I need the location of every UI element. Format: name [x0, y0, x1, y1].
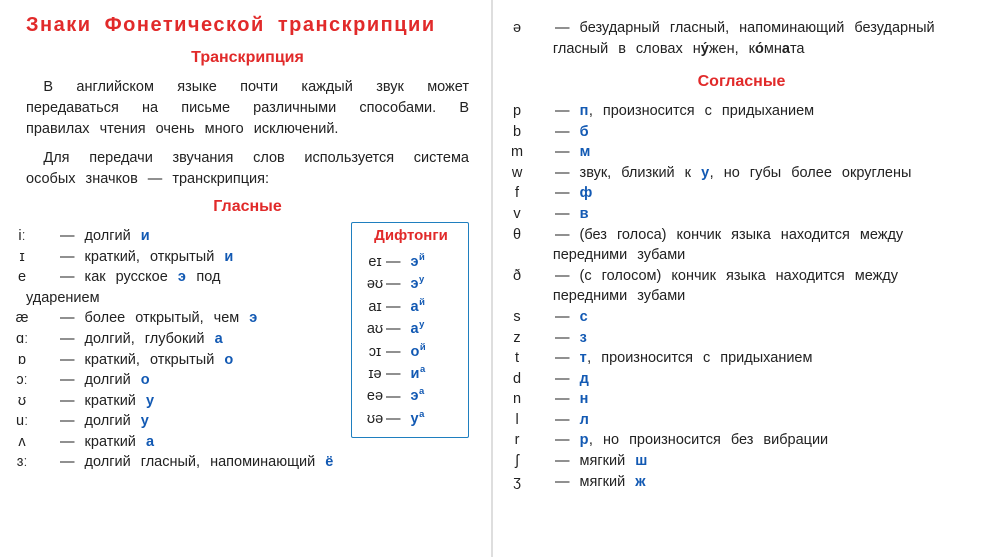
- consonant-row: s — с: [521, 307, 962, 328]
- vowel-row: iː — долгий и: [26, 226, 339, 247]
- consonant-row: l — л: [521, 410, 962, 431]
- consonant-row: n — н: [521, 389, 962, 410]
- vowel-row: ʌ — краткий а: [26, 432, 339, 453]
- vowel-row: ɒ — краткий, открытый о: [26, 350, 339, 371]
- vowel-row: ɜː — долгий гласный, напоминающий ё: [26, 452, 339, 473]
- diphthong-box: Дифтонги eɪ— эйəʊ— эуaɪ— айaʊ— ауɔɪ— ойɪ…: [351, 222, 469, 438]
- consonant-row: ʒ — мягкий ж: [521, 472, 962, 493]
- diphthong-row: aʊ— ау: [364, 317, 458, 339]
- vowel-row: uː — долгий у: [26, 411, 339, 432]
- consonant-row: ð — (с голосом) кончик языка находится м…: [521, 266, 962, 307]
- diphthong-row: eə— эа: [364, 385, 458, 407]
- section-vowels: Гласные: [26, 198, 469, 216]
- diphthong-list: eɪ— эйəʊ— эуaɪ— айaʊ— ауɔɪ— ойɪə— иаeə— …: [364, 250, 458, 429]
- vowel-row: ʊ — краткий у: [26, 391, 339, 412]
- vowel-block: iː — долгий иɪ — краткий, открытый иe — …: [26, 226, 469, 473]
- consonant-row: w — звук, близкий к у, но губы более окр…: [521, 163, 962, 184]
- intro-paragraph-2: Для передачи звучания слов используется …: [26, 148, 469, 190]
- consonant-row: p — п, произносится с придыханием: [521, 101, 962, 122]
- two-page-spread: Знаки Фонетической транскрипции Транскри…: [0, 0, 984, 557]
- page-title: Знаки Фонетической транскрипции: [26, 14, 469, 37]
- vowel-row: e — как русское э под: [26, 267, 339, 288]
- diphthong-row: eɪ— эй: [364, 250, 458, 272]
- diphthong-row: ɔɪ— ой: [364, 340, 458, 362]
- consonant-row: z — з: [521, 328, 962, 349]
- consonant-row: ʃ — мягкий ш: [521, 451, 962, 472]
- vowel-row: ɪ — краткий, открытый и: [26, 247, 339, 268]
- diphthong-row: aɪ— ай: [364, 295, 458, 317]
- page-left: Знаки Фонетической транскрипции Транскри…: [0, 0, 491, 557]
- page-right: ə — безударный гласный, напоминающий без…: [493, 0, 984, 557]
- consonant-row: m — м: [521, 142, 962, 163]
- section-transcription: Транскрипция: [26, 49, 469, 67]
- consonant-row: v — в: [521, 204, 962, 225]
- diphthong-row: əʊ— эу: [364, 272, 458, 294]
- consonant-row: b — б: [521, 122, 962, 143]
- diphthong-row: ʊə— уа: [364, 407, 458, 429]
- section-consonants: Согласные: [521, 73, 962, 91]
- section-diphthongs: Дифтонги: [364, 227, 458, 244]
- consonant-row: t — т, произносится с придыханием: [521, 348, 962, 369]
- intro-paragraph-1: В английском языке почти каждый звук мож…: [26, 77, 469, 140]
- vowel-row: ɔː — долгий о: [26, 370, 339, 391]
- diphthong-row: ɪə— иа: [364, 362, 458, 384]
- consonant-row: d — д: [521, 369, 962, 390]
- vowel-list: iː — долгий иɪ — краткий, открытый иe — …: [26, 226, 339, 473]
- vowel-row: æ — более открытый, чем э: [26, 308, 339, 329]
- schwa-row: ə — безударный гласный, напоминающий без…: [521, 18, 962, 59]
- consonant-row: f — ф: [521, 183, 962, 204]
- consonant-row: r — р, но произносится без вибрации: [521, 430, 962, 451]
- vowel-row: ɑː — долгий, глубокий а: [26, 329, 339, 350]
- consonant-list: p — п, произносится с придыханиемb — бm …: [521, 101, 962, 492]
- vowel-row-cont: ударением: [26, 288, 339, 309]
- consonant-row: θ — (без голоса) кончик языка находится …: [521, 225, 962, 266]
